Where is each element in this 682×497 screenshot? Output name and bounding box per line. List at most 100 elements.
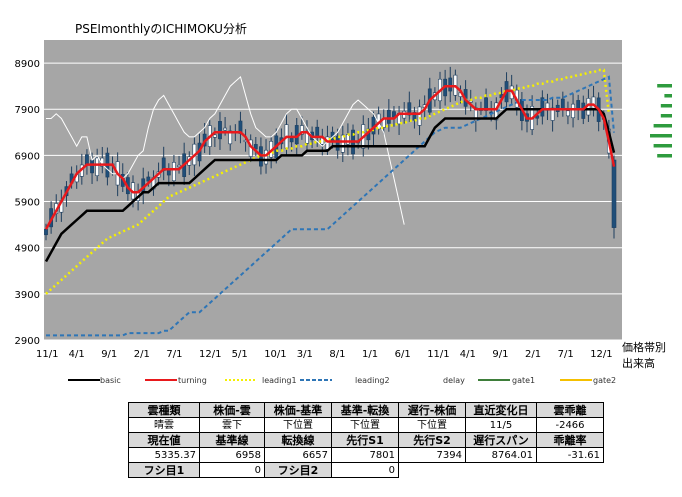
- header-cell: フシ目2: [264, 462, 332, 478]
- x-tick-label: 11/1: [427, 349, 449, 360]
- side-label-price-band: 価格帯別: [622, 341, 666, 354]
- candle-body: [212, 134, 217, 138]
- candle-body: [386, 109, 391, 124]
- volume-bar: [657, 84, 672, 88]
- header-cell: 現在値: [128, 432, 200, 448]
- header-cell: 株価-雲: [199, 402, 265, 418]
- candle-body: [566, 110, 570, 117]
- header-cell: 基準線: [199, 432, 265, 448]
- value-cell: 5335.37: [128, 447, 200, 463]
- turning-line: [44, 84, 616, 230]
- x-tick-label: 7/1: [166, 349, 182, 360]
- candle-body: [335, 135, 340, 151]
- value-cell: -31.61: [536, 447, 604, 463]
- candle-body: [289, 137, 294, 143]
- table-row: フシ目1 0 フシ目2 0: [128, 462, 604, 478]
- legend-label-basic: basic: [100, 376, 121, 385]
- candle-body: [581, 102, 586, 119]
- y-axis: 2900 3900 4900 5900 6900 7900 8900: [15, 59, 40, 347]
- candle-body: [218, 121, 222, 140]
- table-row: 晴雲 雲下 下位置 下位置 下位置 11/5 -2466: [128, 417, 604, 433]
- candle-body: [484, 97, 488, 111]
- header-cell: 直近変化日: [465, 402, 537, 418]
- value-cell: -2466: [536, 417, 604, 433]
- candle-body: [540, 97, 545, 117]
- side-label-volume: 出来高: [622, 357, 655, 370]
- volume-bar: [653, 144, 672, 148]
- header-cell: 転換線: [264, 432, 332, 448]
- candle-body: [571, 103, 575, 119]
- candle-body: [611, 159, 617, 228]
- candle-body: [228, 130, 233, 145]
- candle-body: [44, 228, 48, 236]
- header-cell: 先行S1: [331, 432, 399, 448]
- volume-bar: [650, 134, 672, 138]
- table-row: 雲種類 株価-雲 株価-基準 基準-転換 遅行-株価 直近変化日 雲乖離: [128, 402, 604, 418]
- candle-body: [340, 134, 345, 153]
- header-cell: 株価-基準: [264, 402, 332, 418]
- candle-body: [95, 157, 100, 177]
- x-tick-label: 12/1: [199, 349, 221, 360]
- x-tick-label: 9/1: [101, 349, 117, 360]
- header-cell: フシ目1: [128, 462, 200, 478]
- volume-bar: [660, 104, 672, 108]
- value-cell: 0: [199, 462, 265, 478]
- value-cell: 下位置: [264, 417, 332, 433]
- x-tick-label: 1/1: [362, 349, 378, 360]
- header-cell: 遅行-株価: [398, 402, 466, 418]
- x-tick-label: 8/1: [329, 349, 345, 360]
- legend-label-gate2: gate2: [593, 376, 616, 385]
- x-tick-label: 4/1: [460, 349, 476, 360]
- header-cell: 遅行スパン: [465, 432, 537, 448]
- y-tick-label: 2900: [15, 336, 40, 347]
- y-tick-label: 7900: [15, 105, 40, 116]
- x-tick-label: 9/1: [492, 349, 508, 360]
- x-tick-label: 6/1: [395, 349, 411, 360]
- legend-label-gate1: gate1: [512, 376, 535, 385]
- delay-line: [46, 75, 405, 225]
- legend-label-leading2: leading2: [355, 376, 390, 385]
- x-tick-label: 2/1: [525, 349, 541, 360]
- leading2-line: [46, 75, 615, 337]
- candle-body: [535, 115, 540, 119]
- x-tick-label: 10/1: [264, 349, 286, 360]
- value-cell: 0: [331, 462, 399, 478]
- candle-body: [223, 127, 227, 131]
- volume-bar: [653, 124, 672, 128]
- candle-body: [299, 125, 304, 135]
- value-cell: 晴雲: [128, 417, 200, 433]
- candle-body: [177, 164, 181, 168]
- x-tick-label: 11/1: [36, 349, 58, 360]
- chart-title: PSEImonthlyのICHIMOKU分析: [75, 22, 247, 36]
- volume-profile: [650, 84, 672, 158]
- value-cell: 11/5: [465, 417, 537, 433]
- x-axis: 11/1 4/1 9/1 2/1 7/1 12/1 5/1 10/1 3/1 8/1 1/1 6/1 1…: [36, 349, 613, 360]
- y-tick-label: 6900: [15, 151, 40, 162]
- legend: basic turning leading1 leading2 delay gate1 ga…: [68, 376, 616, 385]
- x-tick-label: 2/1: [134, 349, 150, 360]
- value-cell: 雲下: [199, 417, 265, 433]
- value-cell: 下位置: [398, 417, 466, 433]
- value-cell: 6657: [264, 447, 332, 463]
- y-tick-label: 8900: [15, 59, 40, 70]
- header-cell: 先行S2: [398, 432, 466, 448]
- candle-body: [264, 149, 268, 165]
- table-row: 5335.37 6958 6657 7801 7394 8764.01 -31.…: [128, 447, 604, 463]
- header-cell: 乖離率: [536, 432, 604, 448]
- value-cell: 7801: [331, 447, 399, 463]
- candle-body: [90, 159, 94, 174]
- legend-label-delay: delay: [443, 376, 465, 385]
- value-cell: 下位置: [331, 417, 399, 433]
- volume-bar: [660, 114, 672, 118]
- x-tick-label: 5/1: [232, 349, 248, 360]
- basic-line: [44, 107, 616, 263]
- value-cell: 8764.01: [465, 447, 537, 463]
- value-cell: 7394: [398, 447, 466, 463]
- x-tick-label: 12/1: [590, 349, 612, 360]
- candle-body: [172, 162, 176, 182]
- candle-body: [448, 77, 453, 92]
- table-row: 現在値 基準線 転換線 先行S1 先行S2 遅行スパン 乖離率: [128, 432, 604, 448]
- ichimoku-chart: 2900 3900 4900 5900 6900 7900 8900 11/1 4/1 9/1 2…: [15, 40, 672, 385]
- header-cell: 雲乖離: [536, 402, 604, 418]
- y-tick-label: 3900: [15, 290, 40, 301]
